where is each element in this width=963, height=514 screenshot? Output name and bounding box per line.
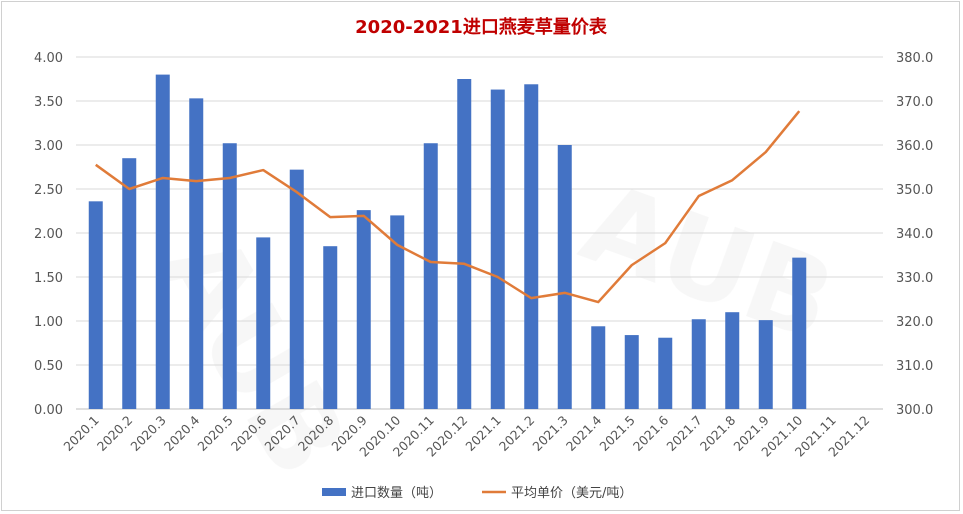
bar [423, 143, 438, 410]
y-left-tick-label: 2.50 [34, 183, 63, 198]
x-tick-label: 2020.4 [161, 412, 203, 454]
y-left-tick-label: 4.00 [34, 51, 63, 66]
y-left-tick-label: 1.00 [34, 315, 63, 330]
y-left-tick-label: 3.00 [34, 139, 63, 154]
bar [323, 246, 338, 409]
bar [658, 337, 673, 409]
y-left-tick-label: 3.50 [34, 95, 63, 110]
x-tick-label: 2021.6 [630, 412, 672, 454]
bar [624, 335, 639, 409]
bar [758, 320, 773, 409]
bar [155, 74, 170, 409]
bar [356, 210, 371, 409]
x-tick-label: 2020.2 [94, 413, 136, 455]
x-tick-label: 2021.5 [596, 413, 638, 455]
y-right-tick-label: 340.0 [896, 227, 933, 242]
y-right-tick-label: 370.0 [896, 95, 933, 110]
y-right-tick-label: 330.0 [896, 271, 933, 286]
bar [222, 143, 237, 410]
bar [256, 237, 271, 409]
bar [490, 89, 505, 409]
chart-title: 2020-2021进口燕麦草量价表 [355, 16, 608, 38]
bar [289, 169, 304, 409]
bar [189, 98, 204, 410]
x-tick-label: 2021.3 [529, 413, 571, 455]
bar [557, 145, 572, 409]
bar [457, 79, 472, 409]
bar [591, 326, 606, 409]
bar [88, 201, 103, 409]
legend-swatch-bar [322, 488, 346, 496]
bar [390, 215, 405, 409]
y-right-tick-label: 310.0 [896, 359, 933, 374]
bar [792, 257, 807, 409]
x-tick-label: 2021.2 [496, 413, 538, 455]
bar [691, 319, 706, 409]
legend-label-bar: 进口数量（吨） [351, 486, 442, 501]
bar [524, 84, 539, 409]
legend-label-line: 平均单价（美元/吨） [511, 486, 632, 501]
x-tick-label: 2020.3 [127, 413, 169, 455]
x-tick-label: 2021.8 [697, 412, 739, 454]
legend: 进口数量（吨） 平均单价（美元/吨） [322, 486, 632, 501]
y-right-tick-label: 300.0 [896, 403, 933, 418]
y-left-tick-label: 2.00 [34, 227, 63, 242]
y-left-tick-label: 1.50 [34, 271, 63, 286]
x-tick-label: 2021.1 [462, 413, 504, 455]
x-tick-label: 2021.4 [563, 412, 605, 454]
bar [122, 158, 137, 409]
y-right-tick-label: 380.0 [896, 51, 933, 66]
y-left-tick-label: 0.00 [34, 403, 63, 418]
y-right-tick-label: 360.0 [896, 139, 933, 154]
bar [725, 312, 740, 409]
x-tick-label: 2020.1 [60, 413, 102, 455]
y-right-tick-label: 350.0 [896, 183, 933, 198]
x-tick-label: 2021.7 [663, 413, 705, 455]
y-left-tick-label: 0.50 [34, 359, 63, 374]
price-line [95, 110, 801, 304]
y-right-tick-label: 320.0 [896, 315, 933, 330]
